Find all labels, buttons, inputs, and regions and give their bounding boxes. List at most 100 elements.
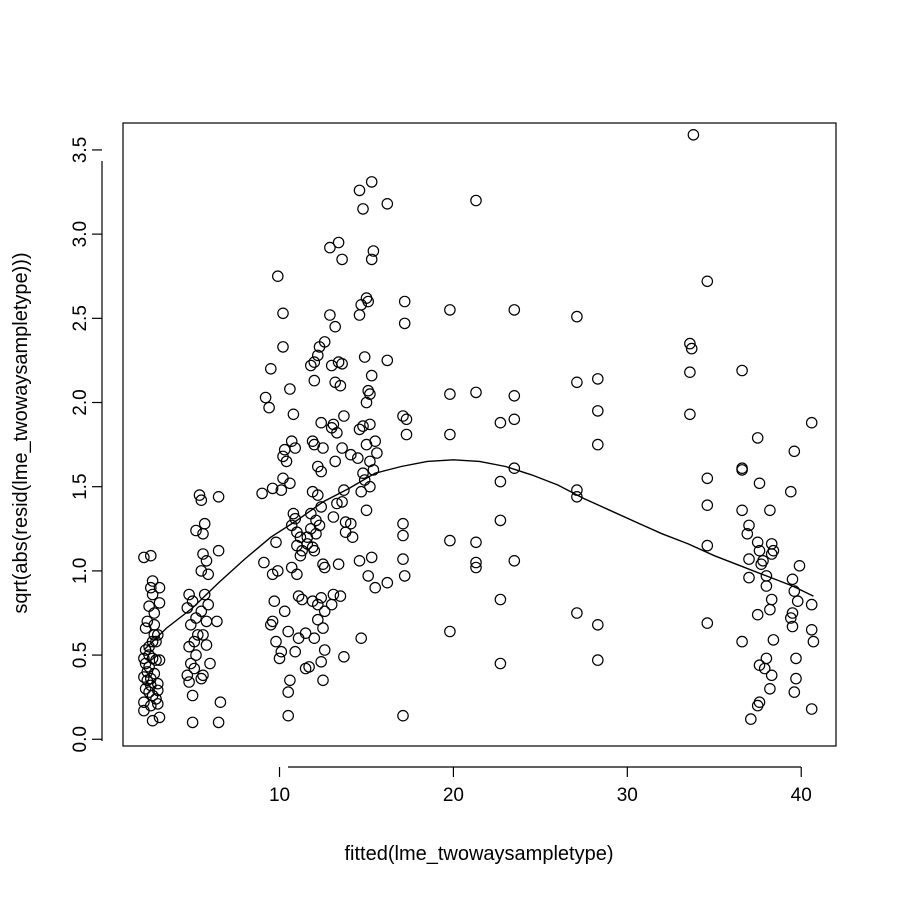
data-point: [398, 570, 411, 582]
data-point: [324, 309, 336, 321]
data-point: [198, 588, 211, 601]
data-point: [357, 420, 369, 432]
data-point: [444, 625, 456, 638]
data-point: [753, 544, 766, 557]
data-point: [263, 401, 275, 414]
data-point: [311, 489, 324, 501]
data-point: [701, 275, 714, 288]
data-point: [364, 418, 376, 431]
y-tick-label: 3.5: [70, 137, 91, 163]
data-point: [282, 709, 294, 722]
data-point: [318, 336, 331, 348]
data-point: [197, 548, 209, 560]
data-point: [150, 635, 162, 648]
data-point: [444, 304, 456, 316]
data-point: [327, 511, 340, 523]
data-point: [788, 445, 801, 458]
data-point: [367, 464, 380, 476]
data-point: [571, 607, 583, 619]
data-point: [315, 465, 327, 478]
data-point: [751, 536, 764, 549]
data-point: [277, 341, 289, 353]
data-point: [470, 536, 482, 549]
data-point: [805, 598, 818, 611]
data-point: [278, 443, 291, 456]
data-point: [289, 645, 301, 658]
data-point: [353, 184, 366, 197]
data-point: [743, 519, 755, 532]
data-point: [338, 650, 350, 663]
data-point: [197, 527, 209, 540]
data-point: [334, 590, 347, 602]
data-point: [444, 428, 456, 441]
data-point: [760, 580, 773, 592]
data-point: [188, 662, 201, 675]
data-point: [318, 561, 331, 574]
data-point: [685, 342, 698, 355]
data-point: [186, 716, 199, 729]
data-point: [369, 435, 381, 447]
data-point: [400, 428, 413, 441]
data-point: [152, 684, 164, 697]
data-point: [138, 671, 150, 683]
data-point: [277, 472, 289, 485]
data-point: [381, 576, 394, 589]
data-point: [355, 632, 367, 644]
data-point: [181, 669, 194, 682]
data-point: [282, 625, 294, 638]
data-point: [146, 575, 159, 587]
data-point: [508, 304, 521, 316]
data-point: [190, 612, 202, 624]
data-point: [701, 539, 714, 552]
data-point: [153, 581, 166, 594]
data-point: [743, 553, 755, 565]
data-point: [284, 674, 296, 687]
data-point: [355, 485, 367, 498]
data-point: [371, 447, 383, 459]
data-point: [494, 657, 507, 670]
data-point: [765, 548, 778, 560]
data-point: [786, 573, 799, 586]
data-point: [351, 452, 364, 464]
data-point: [332, 558, 345, 570]
data-point: [397, 553, 409, 565]
data-point: [198, 517, 211, 530]
data-point: [273, 652, 286, 665]
data-point: [591, 618, 604, 631]
data-point: [591, 438, 604, 451]
data-point: [146, 714, 159, 727]
data-point: [192, 629, 204, 641]
data-point: [508, 413, 521, 426]
data-point: [331, 426, 343, 439]
data-point: [311, 349, 324, 362]
data-point: [152, 698, 164, 710]
data-point: [195, 605, 208, 618]
data-point: [153, 597, 166, 609]
data-point: [791, 595, 804, 607]
data-point: [365, 551, 378, 564]
data-point: [143, 649, 155, 661]
data-point: [285, 561, 298, 574]
data-point: [148, 618, 161, 631]
data-point: [294, 549, 307, 562]
data-point: [264, 362, 277, 375]
data-point: [200, 639, 213, 651]
data-point: [287, 408, 300, 421]
data-point: [329, 320, 341, 333]
data-point: [197, 629, 209, 641]
data-point: [365, 176, 378, 188]
data-point: [334, 379, 347, 392]
data-point: [398, 295, 411, 308]
data-point: [259, 391, 272, 404]
data-point: [200, 615, 213, 628]
data-point: [284, 477, 296, 490]
data-point: [282, 686, 294, 698]
data-point: [684, 366, 696, 378]
data-point: [571, 310, 583, 323]
data-point: [278, 605, 291, 618]
data-point: [214, 696, 227, 708]
data-point: [571, 376, 583, 389]
data-point: [311, 598, 324, 611]
data-point: [317, 674, 329, 687]
